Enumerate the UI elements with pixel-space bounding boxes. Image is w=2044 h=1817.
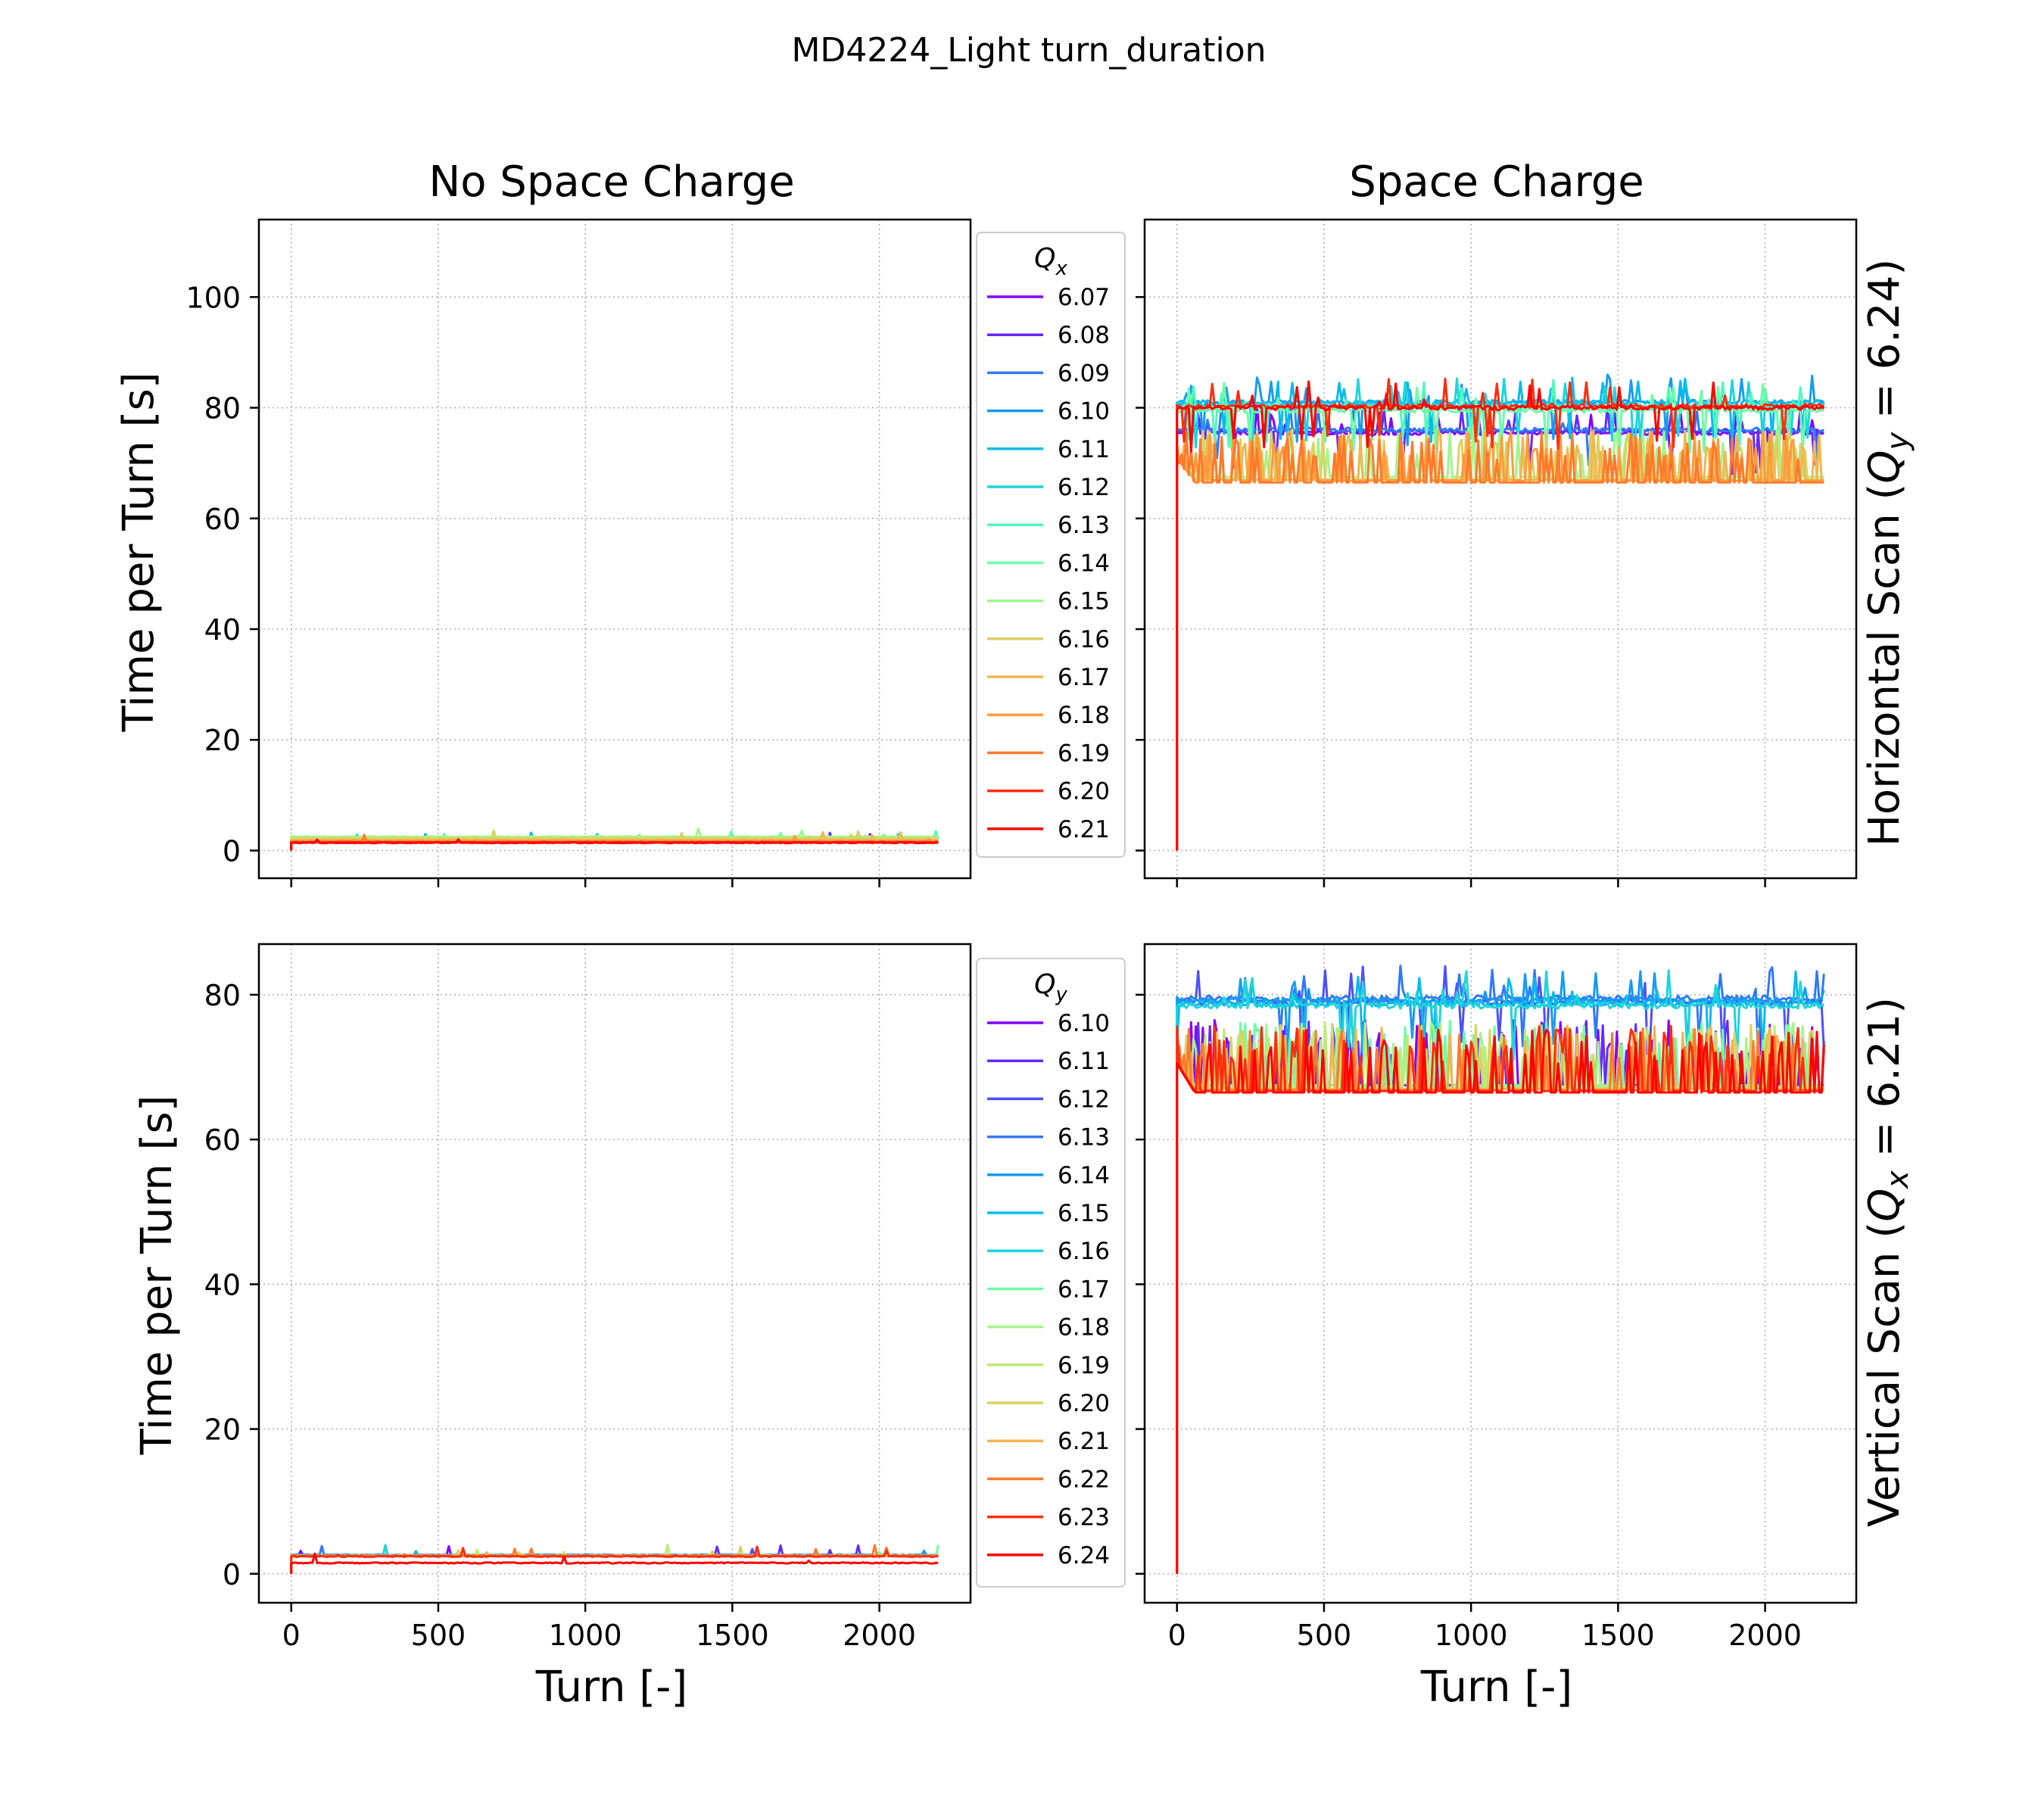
y-tick-label: 40 [204,1268,241,1301]
series-line [1176,1024,1824,1574]
series-line [1176,1024,1825,1574]
legend-entry-label: 6.12 [1058,474,1110,501]
col-title-space-charge: Space Charge [1349,157,1644,207]
y-tick-label: 100 [185,281,241,314]
legend-entry-label: 6.19 [1058,740,1110,767]
legend-entry-label: 6.16 [1058,1238,1110,1265]
x-tick-label: 2000 [843,1619,916,1652]
legend-entry-label: 6.23 [1058,1504,1110,1532]
legend-entry-label: 6.10 [1058,398,1110,425]
legend-entry-label: 6.10 [1058,1010,1110,1037]
legend-entry-label: 6.07 [1058,284,1110,311]
legend-entry-label: 6.15 [1058,1200,1110,1227]
row-label-vertical-scan: Vertical Scan (Qx = 6.21) [1860,997,1915,1527]
y-tick-label: 40 [204,613,241,647]
legend-entry-label: 6.22 [1058,1466,1110,1493]
series-line [290,1552,939,1574]
panel-top-left: 0 20 40 60 80 100 [185,218,972,887]
legend-title: Qx [1034,243,1067,280]
y-tick-label: 80 [204,392,241,425]
y-tick-label: 0 [223,1558,241,1591]
series-group [1176,965,1825,1574]
legend-qy: Qy 6.10 6.11 6.12 6.13 6.14 6.15 6.16 6.17 6.18 6.… [976,958,1126,1588]
x-tick-label: 2000 [1728,1619,1802,1652]
x-tick-label: 1000 [549,1619,622,1652]
ylabel-top: Time per Turn [s] [114,372,164,732]
axes-frame [257,943,972,1604]
legend-entry-label: 6.13 [1058,512,1110,539]
col-title-no-space-charge: No Space Charge [428,157,794,207]
series-line [1176,969,1824,1574]
row-label-horizontal-scan: Horizontal Scan (Qy = 6.24) [1860,259,1915,846]
y-tick-label: 0 [223,834,241,868]
x-tick-label: 1000 [1435,1619,1508,1652]
legend-entry-label: 6.11 [1058,1048,1110,1075]
legend-entry-label: 6.13 [1058,1124,1110,1152]
x-tick-label: 500 [411,1619,466,1652]
panel-bottom-right: 0 500 1000 1500 2000 [1136,943,1858,1652]
series-group [290,827,939,851]
legend-qx: Qx 6.07 6.08 6.09 6.10 6.11 6.12 6.13 6.14 6.15 6.… [976,232,1126,858]
y-tick-label: 60 [204,1124,241,1157]
series-line [290,1545,939,1574]
ylabel-bottom: Time per Turn [s] [132,1095,182,1455]
panel-bottom-left: 0 500 1000 1500 2000 0 20 40 60 80 [204,943,972,1652]
legend-entry-label: 6.08 [1058,322,1110,349]
legend-entry-label: 6.17 [1058,1276,1110,1303]
y-tick-label: 20 [204,724,241,757]
xlabel-right: Turn [-] [1420,1663,1572,1712]
row-label-prefix: Vertical Scan ( [1860,1222,1909,1527]
x-tick-label: 1500 [696,1619,769,1652]
series-group [1176,373,1825,851]
row-label-prefix: Horizontal Scan ( [1860,484,1909,847]
legend-title: Qy [1034,969,1067,1006]
x-tick-label: 0 [1168,1619,1186,1652]
series-line [1176,970,1824,1574]
legend-box [976,232,1126,858]
legend-box [976,958,1126,1588]
series-line [1176,432,1824,851]
axes-frame [257,218,972,880]
series-line [1176,380,1825,851]
legend-entry-label: 6.18 [1058,702,1110,729]
legend-entry-label: 6.21 [1058,816,1110,843]
x-tick-label: 500 [1297,1619,1352,1652]
legend-entry-label: 6.16 [1058,626,1110,653]
legend-entry-label: 6.15 [1058,588,1110,616]
series-group [290,1544,939,1574]
legend-entry-label: 6.09 [1058,360,1110,387]
legend-entry-label: 6.21 [1058,1428,1110,1455]
legend-entry-label: 6.20 [1058,778,1110,806]
xlabel-left: Turn [-] [535,1663,687,1712]
legend-entry-label: 6.14 [1058,550,1110,577]
series-line [290,838,939,851]
legend-entry-label: 6.19 [1058,1352,1110,1379]
legend-entry-label: 6.17 [1058,664,1110,691]
axes-frame [1143,218,1858,880]
x-tick-label: 0 [282,1619,301,1652]
series-line [290,827,939,851]
y-tick-label: 20 [204,1413,241,1447]
series-line [1176,1028,1825,1574]
figure-title: MD4224_Light turn_duration [791,31,1266,70]
y-tick-label: 80 [204,979,241,1012]
axes-frame [1143,943,1858,1604]
legend-entry-label: 6.14 [1058,1162,1110,1189]
legend-entry-label: 6.24 [1058,1542,1110,1569]
legend-entry-label: 6.20 [1058,1390,1110,1417]
legend-entry-label: 6.18 [1058,1314,1110,1342]
y-tick-label: 60 [204,503,241,536]
legend-entry-label: 6.11 [1058,436,1110,463]
x-tick-label: 1500 [1581,1619,1655,1652]
legend-entry-label: 6.12 [1058,1086,1110,1113]
panel-top-right [1136,218,1858,887]
